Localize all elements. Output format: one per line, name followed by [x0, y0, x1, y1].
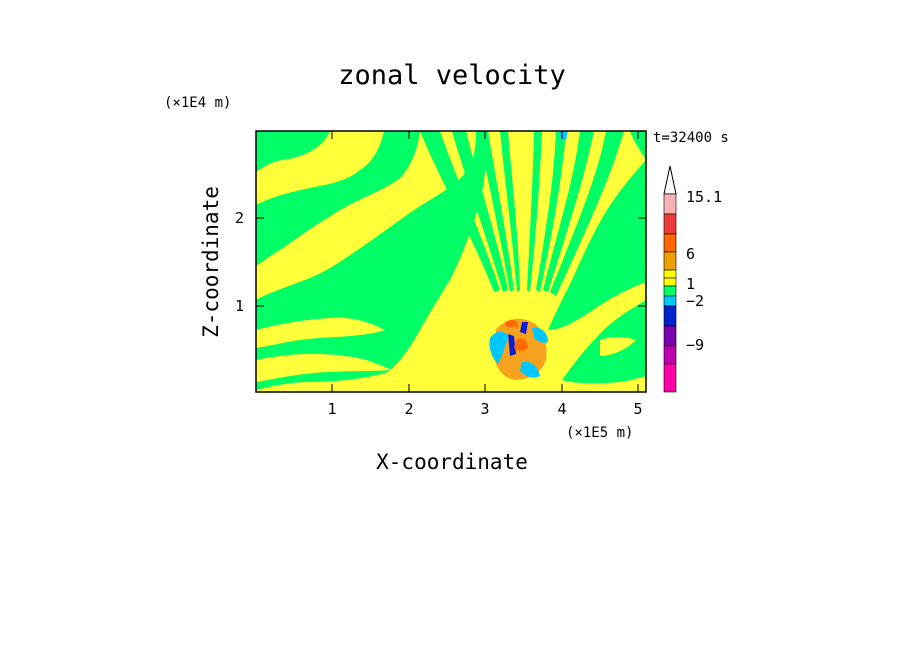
colorbar-segment — [663, 233, 677, 253]
field-region — [536, 131, 566, 292]
y-tick-label: 2 — [235, 209, 244, 227]
colorbar-label: 6 — [686, 245, 695, 263]
field-region — [508, 334, 516, 356]
colorbar-labels: 15.1 6 1 −2 −9 — [686, 188, 722, 354]
y-axis-title: Z-coordinate — [199, 186, 223, 338]
field-region — [500, 131, 520, 292]
x-tick-label: 1 — [327, 400, 336, 418]
colorbar-segment — [663, 363, 677, 393]
colorbar-arrow — [663, 165, 677, 195]
y-axis: 2 1 — [235, 209, 646, 315]
colorbar — [663, 165, 677, 393]
field-region — [256, 131, 420, 266]
heatmap-field — [256, 131, 646, 392]
field-region — [420, 131, 500, 292]
field-region — [489, 331, 508, 364]
x-axis-title: X-coordinate — [376, 450, 528, 474]
field-region — [600, 337, 636, 356]
field-region — [543, 131, 594, 292]
x-unit-label: (×1E5 m) — [566, 425, 633, 441]
field-region — [630, 131, 646, 160]
field-region — [452, 131, 508, 292]
field-region — [478, 131, 514, 292]
chart-title: zonal velocity — [338, 60, 566, 91]
x-tick-label: 4 — [557, 400, 566, 418]
field-region — [532, 327, 548, 343]
field-region — [256, 353, 392, 382]
colorbar-segment — [663, 251, 677, 271]
colorbar-segment — [663, 295, 677, 307]
field-region — [548, 160, 646, 330]
y-unit-label: (×1E4 m) — [164, 95, 231, 111]
colorbar-label: 1 — [686, 275, 695, 293]
colorbar-segment — [663, 345, 677, 365]
time-label: t=32400 s — [653, 130, 729, 146]
y-tick-label: 1 — [235, 297, 244, 315]
plot-frame — [255, 130, 647, 393]
field-region — [256, 131, 330, 172]
field-region — [527, 131, 542, 292]
field-region — [514, 338, 528, 351]
field-region — [520, 322, 528, 334]
colorbar-label: −2 — [686, 292, 704, 310]
colorbar-segment — [663, 305, 677, 327]
colorbar-segment — [663, 269, 677, 279]
colorbar-segment — [663, 213, 677, 235]
colorbar-label: 15.1 — [686, 188, 722, 206]
field-region — [256, 317, 385, 348]
colorbar-label: −9 — [686, 336, 704, 354]
field-region — [296, 248, 352, 270]
colorbar-segment — [663, 277, 677, 287]
field-region — [550, 131, 624, 296]
x-tick-label: 5 — [633, 400, 642, 418]
colorbar-segment — [663, 193, 677, 215]
colorbar-segment — [663, 325, 677, 347]
x-tick-label: 3 — [480, 400, 489, 418]
field-region — [520, 361, 540, 378]
field-region — [330, 223, 372, 237]
colorbar-segment — [663, 285, 677, 297]
field-region — [506, 319, 518, 328]
x-tick-label: 2 — [404, 400, 413, 418]
x-axis: 1 2 3 4 5 — [327, 131, 643, 418]
